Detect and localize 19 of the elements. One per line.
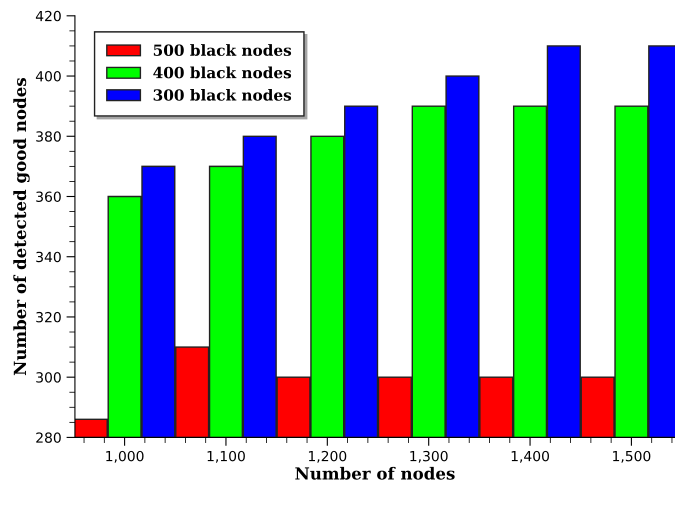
y-tick-label: 300 — [36, 372, 61, 383]
x-tick-label: 1,200 — [308, 450, 346, 463]
y-tick-label: 340 — [36, 252, 61, 262]
legend-label: 500 black nodes — [154, 44, 292, 56]
y-axis-title: Number of detected good nodes — [13, 78, 30, 376]
y-tick-label: 360 — [36, 191, 61, 202]
legend-label: 300 black nodes — [154, 88, 292, 101]
y-tick-label: 420 — [36, 10, 61, 22]
y-tick-label: 380 — [36, 131, 61, 142]
y-tick-label: 280 — [36, 432, 61, 443]
x-tick-label: 1,300 — [410, 450, 448, 463]
x-axis-title: Number of nodes — [295, 466, 455, 480]
x-tick-label: 1,500 — [613, 450, 650, 463]
y-tick-label: 320 — [36, 312, 61, 322]
x-tick-label: 1,100 — [208, 450, 245, 463]
legend-label: 400 black nodes — [153, 66, 292, 78]
x-tick-label: 1,000 — [106, 450, 144, 463]
y-tick-label: 400 — [36, 71, 61, 82]
x-tick-label: 1,400 — [512, 450, 550, 463]
